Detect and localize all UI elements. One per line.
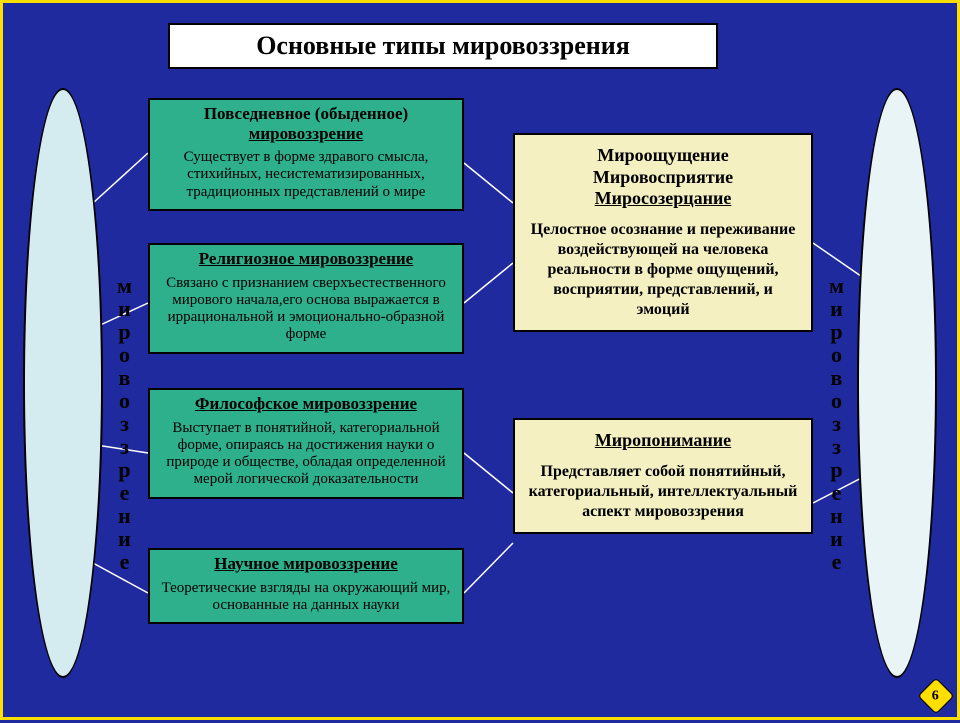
box-header: МироощущениеМировосприятиеМиросозерцание (527, 145, 799, 210)
box-body: Представляет собой понятийный, категориа… (527, 462, 799, 522)
page-number: 6 (923, 684, 947, 710)
side-label-right: мировоззрение (823, 273, 849, 572)
green-box-3: Научное мировоззрениеТеоретические взгля… (148, 548, 464, 624)
box-header: Повседневное (обыденное) мировоззрение (150, 100, 462, 145)
box-header: Миропонимание (527, 430, 799, 452)
side-label-left: мировоззрение (111, 273, 137, 572)
box-body: Целостное осознание и переживание воздей… (527, 220, 799, 320)
box-body: Связано с признанием сверхъестественного… (150, 271, 462, 352)
ellipse-right (857, 88, 937, 678)
yellow-box-1: Миропонимание Представляет собой понятийн… (513, 418, 813, 534)
page-title: Основные типы мировоззрения (168, 23, 718, 69)
box-body: Существует в форме здравого смысла, стих… (150, 145, 462, 209)
green-box-0: Повседневное (обыденное) мировоззрениеСу… (148, 98, 464, 211)
green-box-1: Религиозное мировоззрениеСвязано с призн… (148, 243, 464, 354)
box-header: Научное мировоззрение (150, 550, 462, 576)
box-header: Философское мировоззрение (150, 390, 462, 416)
box-header: Религиозное мировоззрение (150, 245, 462, 271)
box-body: Теоретические взгляды на окружающий мир,… (150, 576, 462, 623)
yellow-box-0: МироощущениеМировосприятиеМиросозерцание… (513, 133, 813, 332)
green-box-2: Философское мировоззрениеВыступает в пон… (148, 388, 464, 499)
ellipse-left (23, 88, 103, 678)
connector-lines (3, 3, 960, 723)
box-body: Выступает в понятийной, категориальной ф… (150, 416, 462, 497)
page-number-badge: 6 (918, 678, 955, 715)
